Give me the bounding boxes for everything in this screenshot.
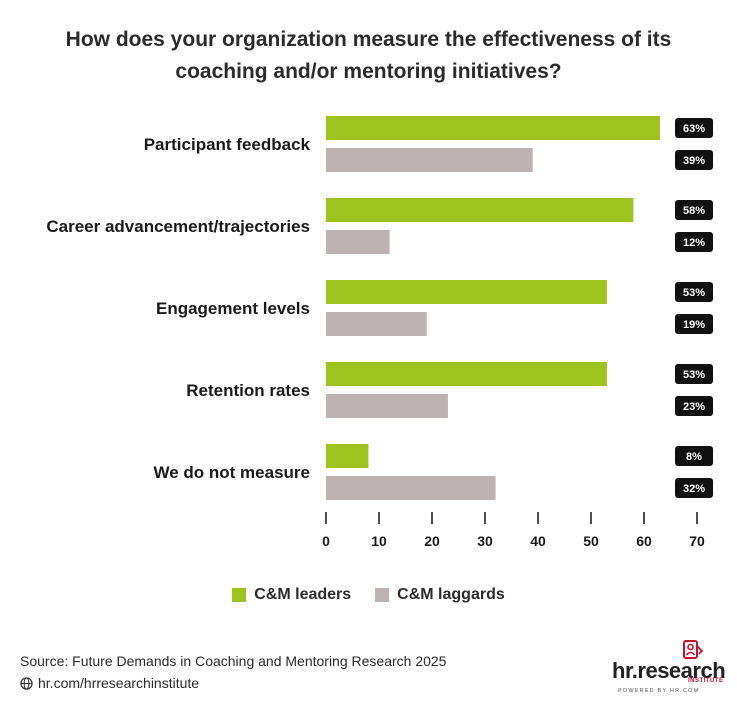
legend: C&M leaders C&M laggards [0,586,737,604]
source-note: Source: Future Demands in Coaching and M… [20,653,447,669]
legend-item-laggards: C&M laggards [375,586,505,604]
x-tick-label: 50 [583,533,599,549]
chart-title-line-2: coaching and/or mentoring initiatives? [175,60,562,83]
source-url[interactable]: hr.com/hrresearchinstitute [20,675,199,691]
x-tick-label: 70 [689,533,705,549]
category-label: Career advancement/trajectories [46,217,310,236]
data-label: 8% [686,451,702,463]
bar-leaders [326,280,607,304]
data-label: 39% [683,155,705,167]
data-label-bg [675,446,713,466]
source-url-text: hr.com/hrresearchinstitute [38,675,200,691]
bar-leaders [326,198,634,222]
data-label: 53% [683,287,705,299]
logo-subtitle: INSTITUTE [688,678,724,684]
bar-leaders [326,362,607,386]
chart-title: How does your organization measure the e… [0,24,737,88]
data-label: 12% [683,237,705,249]
legend-swatch-laggards [375,588,390,602]
data-label-bg [675,364,713,384]
bar-laggards [326,394,448,418]
bar-leaders [326,116,660,140]
data-label-bg [675,396,713,416]
data-label-bg [675,118,713,138]
category-label: Participant feedback [144,135,311,154]
data-label: 63% [683,123,705,135]
legend-item-leaders: C&M leaders [232,586,351,604]
document-person-icon [683,640,704,659]
data-label: 32% [683,483,705,495]
data-label: 58% [683,205,705,217]
category-label: Retention rates [186,381,310,400]
category-label: We do not measure [154,463,311,482]
legend-swatch-leaders [232,588,247,602]
hr-research-logo: hr.research INSTITUTE POWERED BY HR.COM [612,640,726,700]
x-tick-label: 40 [530,533,546,549]
bar-laggards [326,476,496,500]
bar-laggards [326,148,533,172]
logo-wordmark: hr.research [612,658,726,683]
bar-leaders [326,444,369,468]
x-tick-label: 10 [371,533,387,549]
data-label-bg [675,314,713,334]
legend-label-laggards: C&M laggards [397,586,505,603]
logo-powered-by: POWERED BY HR.COM [618,688,700,694]
legend-label-leaders: C&M leaders [254,586,352,603]
data-label: 19% [683,319,705,331]
bar-chart: Participant feedback 63% 39% Career advance… [46,116,713,549]
data-label: 23% [683,401,705,413]
chart-title-line-1: How does your organization measure the e… [65,28,672,51]
data-label-bg [675,478,713,498]
globe-icon [20,676,33,690]
data-label-bg [675,232,713,252]
data-label-bg [675,200,713,220]
x-tick-label: 0 [322,533,330,549]
bar-laggards [326,312,427,336]
data-label-bg [675,282,713,302]
bar-laggards [326,230,390,254]
x-tick-label: 30 [477,533,493,549]
data-label-bg [675,150,713,170]
data-label: 53% [683,369,705,381]
x-tick-label: 20 [424,533,440,549]
x-tick-label: 60 [636,533,652,549]
category-label: Engagement levels [156,299,310,318]
